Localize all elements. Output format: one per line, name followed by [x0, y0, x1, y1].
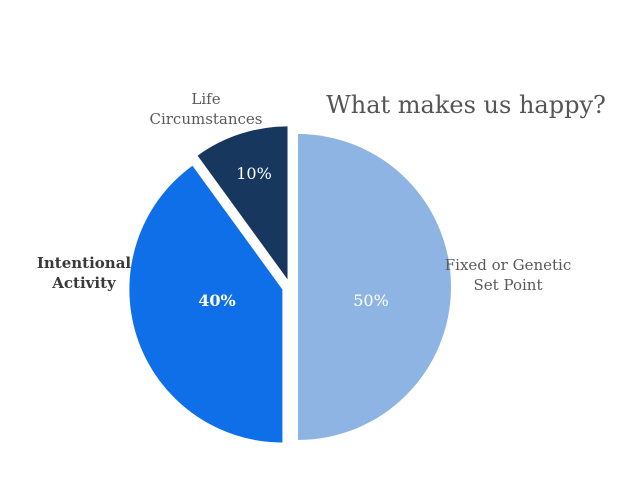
slice-category-label: Intentional Activity	[37, 254, 132, 292]
pie-slice	[129, 165, 283, 443]
slice-category-label-line: Circumstances	[149, 110, 262, 128]
pie-category-labels: Fixed or Genetic Set Point Intentional Acti…	[37, 90, 571, 294]
chart-title: What makes us happy?	[326, 91, 606, 119]
slice-category-label-line: Life	[191, 90, 220, 108]
slice-category-label-line: Set Point	[474, 276, 543, 294]
pie-slices	[129, 126, 451, 443]
slice-category-label-line: Activity	[51, 274, 117, 292]
slice-value-label: 10%	[236, 164, 272, 183]
slice-category-label-line: Intentional	[37, 254, 132, 272]
slice-category-label-line: Fixed or Genetic	[445, 256, 572, 274]
slice-category-label: Fixed or Genetic Set Point	[445, 256, 572, 294]
slice-value-label: 40%	[198, 291, 235, 310]
pie-value-labels: 50% 40% 10%	[198, 164, 389, 310]
slice-category-label: Life Circumstances	[149, 90, 262, 128]
slice-value-label: 50%	[353, 291, 389, 310]
pie-slice	[197, 126, 288, 280]
pie-slice	[298, 134, 451, 440]
